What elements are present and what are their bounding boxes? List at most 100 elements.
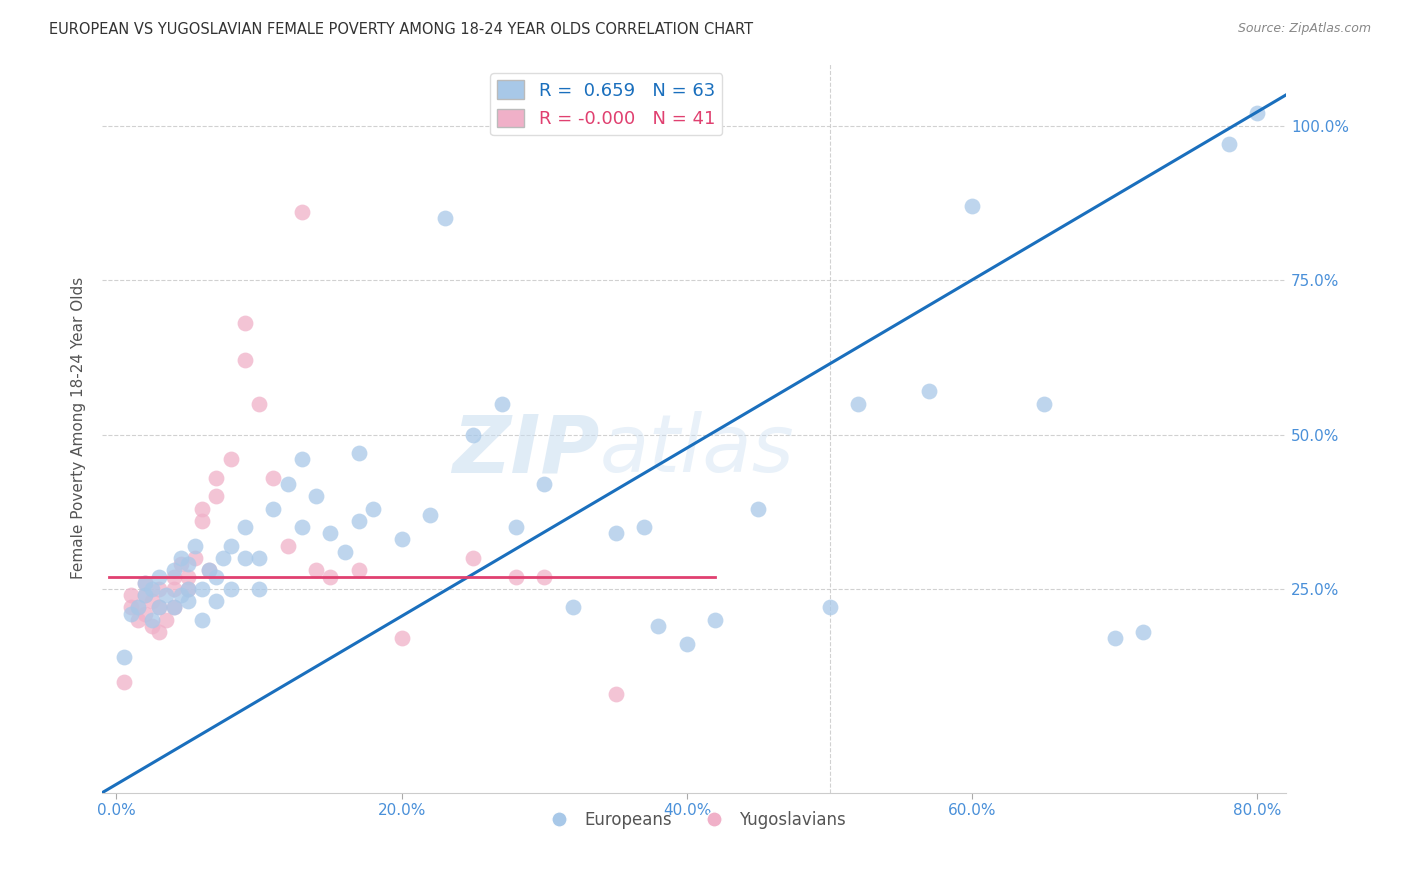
Point [184,551,207,566]
Point [191,514,214,528]
Point [162,582,184,596]
Point [277,477,299,491]
Point [491,397,513,411]
Point [177,582,200,596]
Point [1104,632,1126,646]
Point [134,588,156,602]
Point [219,582,242,596]
Point [127,600,149,615]
Point [155,588,177,602]
Point [319,569,342,583]
Text: ZIP: ZIP [451,411,599,489]
Point [148,600,170,615]
Point [960,199,983,213]
Point [141,582,163,596]
Point [127,600,149,615]
Point [198,563,221,577]
Point [676,637,699,651]
Point [391,632,413,646]
Point [134,575,156,590]
Point [120,588,142,602]
Point [1132,625,1154,640]
Point [112,674,135,689]
Point [305,563,328,577]
Point [247,582,270,596]
Point [134,607,156,621]
Point [747,501,769,516]
Point [134,588,156,602]
Text: EUROPEAN VS YUGOSLAVIAN FEMALE POVERTY AMONG 18-24 YEAR OLDS CORRELATION CHART: EUROPEAN VS YUGOSLAVIAN FEMALE POVERTY A… [49,22,754,37]
Point [533,477,555,491]
Point [818,600,841,615]
Point [177,582,200,596]
Point [1218,137,1240,152]
Point [198,563,221,577]
Point [647,619,669,633]
Point [347,563,370,577]
Point [219,452,242,467]
Point [205,489,228,503]
Point [191,582,214,596]
Point [605,687,627,701]
Point [155,613,177,627]
Point [177,594,200,608]
Point [704,613,727,627]
Point [1246,106,1268,120]
Point [162,563,184,577]
Point [505,520,527,534]
Point [191,613,214,627]
Point [169,551,191,566]
Point [233,551,256,566]
Point [319,526,342,541]
Point [205,594,228,608]
Point [205,569,228,583]
Point [162,600,184,615]
Point [846,397,869,411]
Point [505,569,527,583]
Point [305,489,328,503]
Point [148,625,170,640]
Point [184,539,207,553]
Legend: Europeans, Yugoslavians: Europeans, Yugoslavians [536,804,852,835]
Point [361,501,384,516]
Point [1032,397,1054,411]
Point [169,558,191,572]
Point [134,575,156,590]
Point [148,600,170,615]
Point [605,526,627,541]
Point [177,558,200,572]
Point [162,600,184,615]
Point [262,501,284,516]
Point [291,452,314,467]
Point [461,551,484,566]
Point [277,539,299,553]
Point [333,545,356,559]
Text: atlas: atlas [599,411,794,489]
Y-axis label: Female Poverty Among 18-24 Year Olds: Female Poverty Among 18-24 Year Olds [72,277,86,580]
Point [233,353,256,368]
Point [262,471,284,485]
Point [419,508,441,522]
Point [162,569,184,583]
Point [233,520,256,534]
Point [141,619,163,633]
Point [633,520,655,534]
Point [219,539,242,553]
Point [247,397,270,411]
Point [148,582,170,596]
Point [233,317,256,331]
Point [205,471,228,485]
Point [112,649,135,664]
Point [127,613,149,627]
Point [169,588,191,602]
Point [247,551,270,566]
Point [212,551,235,566]
Point [918,384,941,399]
Point [177,569,200,583]
Point [291,520,314,534]
Point [461,427,484,442]
Point [533,569,555,583]
Point [120,607,142,621]
Text: Source: ZipAtlas.com: Source: ZipAtlas.com [1237,22,1371,36]
Point [561,600,583,615]
